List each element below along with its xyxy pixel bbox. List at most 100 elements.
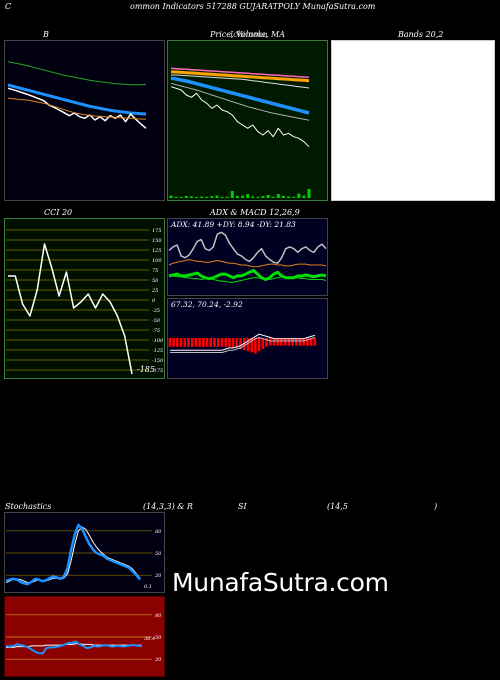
macd-hist-bar [213, 338, 216, 347]
price-panel-title: Price, Volume, MA [210, 30, 286, 39]
header-title: ommon Indicators 517288 GUJARATPOLY Muna… [130, 2, 376, 11]
b-panel-chart [4, 40, 165, 201]
macd-hist-bar [309, 338, 313, 346]
price-series-line-4 [170, 76, 310, 115]
macd-hist-bar [261, 338, 265, 349]
b-panel-bg [4, 40, 165, 201]
rsi-panel: 80 50 20 38.4 [4, 596, 165, 677]
watermark: MunafaSutra.com [172, 568, 389, 597]
stoch-last-value: 0.1 [144, 584, 152, 590]
adx-macd-panel: ADX: 41.89 +DY: 8.94 -DY: 21.83 67.32, 7… [167, 218, 328, 379]
cci-y-tick: -75 [152, 328, 160, 334]
macd-readout: 67.32, 70.24, -2.92 [171, 300, 243, 309]
stoch-panel-params: (14,3,3) & R [143, 502, 193, 511]
volume-bar [287, 196, 291, 198]
rsi-panel-tail: ) [434, 502, 438, 511]
price-series-line-6 [170, 86, 310, 148]
volume-bar [195, 197, 199, 198]
b-series-line-1 [7, 61, 147, 86]
macd-hist-bar [257, 338, 261, 352]
bands-panel-title: Bands 20,2 [398, 30, 444, 39]
macd-hist-bar [190, 338, 194, 347]
bands-panel-chart [331, 40, 495, 201]
price-panel-chart [167, 40, 328, 201]
b-series-line-2 [7, 83, 147, 116]
volume-bar [200, 196, 204, 198]
volume-bar [256, 196, 260, 198]
macd-hist-bar [254, 338, 257, 354]
macd-hist-bar [243, 338, 246, 351]
price-series-line-5 [170, 82, 310, 121]
macd-signal-line [170, 337, 316, 353]
macd-hist-bar [205, 338, 209, 347]
cci-y-tick: -175 [152, 368, 163, 374]
macd-hist-bar [224, 338, 227, 347]
rsi-last-value: 38.4 [144, 636, 155, 642]
macd-hist-bar [287, 338, 291, 346]
price-series-line-2 [170, 70, 310, 83]
cci-last-value: -185 [137, 365, 155, 374]
macd-hist-bar [272, 338, 276, 346]
volume-bar [189, 196, 193, 198]
macd-hist-bar [168, 338, 172, 347]
macd-hist-bar [265, 338, 268, 347]
macd-hist-bar [283, 338, 287, 346]
cci-y-tick: -150 [152, 358, 164, 364]
cci-y-tick: -125 [152, 348, 163, 354]
macd-hist-bar [231, 338, 235, 348]
macd-hist-bar [276, 338, 279, 346]
volume-bar [276, 194, 280, 198]
stoch-panel-bg [4, 512, 165, 593]
volume-bar [246, 194, 250, 198]
rsi-y-tick: 80 [155, 613, 162, 619]
adx-series-line-2 [168, 268, 327, 281]
bands-panel-bg [331, 40, 495, 201]
adx-series-line-4 [169, 275, 327, 283]
price-series-line-3 [171, 74, 310, 89]
macd-hist-bar [235, 338, 239, 348]
b-series-line-4 [7, 97, 147, 120]
cci-y-tick: 50 [152, 278, 159, 284]
stoch-panel-title: Stochastics [5, 502, 52, 511]
rsi-line [5, 640, 142, 655]
macd-hist-bar [250, 338, 253, 353]
cci-y-tick: 125 [152, 248, 162, 254]
volume-bar [210, 196, 214, 198]
bands-panel [331, 40, 495, 201]
price-series-line-1 [170, 67, 310, 79]
volume-bar [225, 196, 229, 198]
stoch-y-tick: 50 [155, 551, 162, 557]
cci-y-tick: 75 [152, 268, 158, 274]
macd-hist-bar [298, 338, 302, 346]
header-c: C [5, 2, 12, 11]
volume-bar [261, 196, 265, 198]
price-panel [167, 40, 328, 201]
macd-hist-bar [313, 338, 317, 346]
volume-bar [215, 195, 219, 198]
rsi-chart: 80 50 20 38.4 [4, 596, 165, 677]
stoch-y-tick: 20 [154, 573, 162, 579]
adx-series-line-1 [168, 231, 327, 264]
macd-hist-bar [295, 338, 298, 346]
volume-bar [292, 196, 296, 198]
cci-y-tick: -100 [152, 338, 164, 344]
cci-y-tick: 150 [152, 238, 162, 244]
volume-bar [271, 196, 275, 198]
volume-bar [184, 196, 188, 198]
b-panel [4, 40, 165, 201]
stoch-panel: 80 50 20 0.1 [4, 512, 165, 593]
volume-bar [297, 193, 301, 198]
cci-y-tick: 0 [152, 298, 156, 304]
volume-bar [307, 189, 311, 198]
macd-hist-bar [183, 338, 187, 347]
macd-hist-bar [239, 338, 242, 349]
macd-hist-bar [280, 338, 283, 346]
macd-line [170, 333, 316, 351]
macd-hist-bar [209, 338, 213, 347]
rsi-panel-title: SI [238, 502, 247, 511]
cci-y-tick: -50 [152, 318, 161, 324]
rsi-y-tick: 20 [154, 657, 162, 663]
stoch-y-tick: 80 [155, 529, 162, 535]
volume-bar [174, 196, 178, 198]
